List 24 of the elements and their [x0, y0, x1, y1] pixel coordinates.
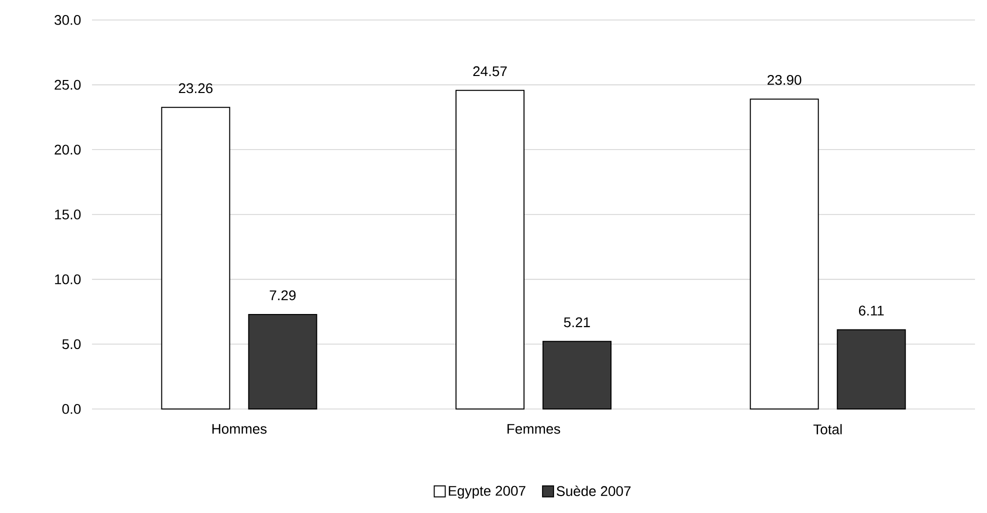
data-label: 6.11 — [858, 306, 884, 316]
y-tick-label: 5.0 — [62, 339, 81, 350]
y-tick-label: 25.0 — [54, 80, 81, 90]
data-label: 24.57 — [473, 66, 507, 76]
y-tick-label: 10.0 — [55, 274, 81, 284]
bar — [456, 90, 525, 410]
bar — [542, 340, 612, 410]
data-label: 5.21 — [564, 317, 590, 328]
y-tick-label: 0.0 — [62, 404, 81, 414]
bar — [248, 314, 318, 410]
x-tick-label: Total — [813, 424, 842, 434]
data-label: 23.26 — [178, 83, 213, 94]
legend-label: Egypte 2007 — [448, 486, 526, 499]
legend-label: Suède 2007 — [556, 486, 631, 496]
x-tick-label: Hommes — [212, 424, 267, 434]
x-tick-label: Femmes — [508, 424, 560, 434]
y-tick-label: 20.0 — [54, 144, 81, 155]
bar — [161, 106, 230, 410]
bar — [836, 329, 906, 410]
bar — [750, 98, 819, 410]
data-label: 7.29 — [270, 290, 296, 300]
y-tick-label: 15.0 — [55, 210, 81, 220]
y-tick-label: 30.0 — [54, 15, 81, 25]
data-label: 23.90 — [768, 74, 802, 85]
